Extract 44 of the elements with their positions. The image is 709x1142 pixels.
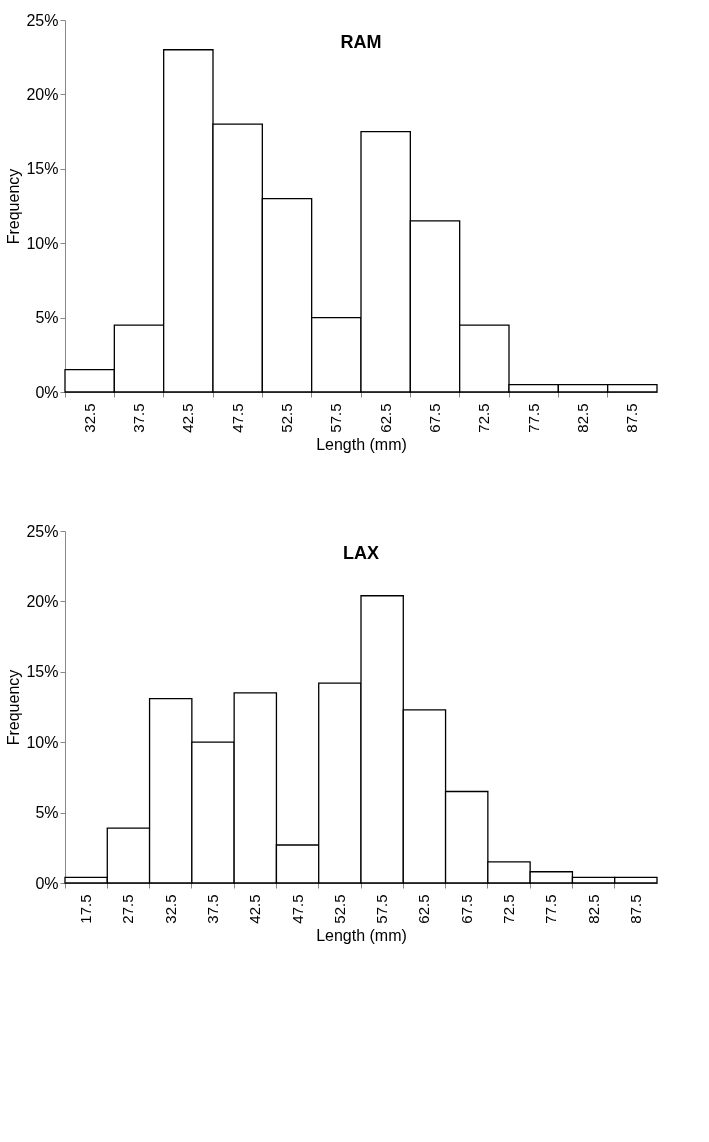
y-tick-label: 25% — [26, 11, 59, 29]
x-tick-label: 17.5 — [77, 894, 95, 924]
x-axis-title: Length (mm) — [316, 435, 407, 453]
x-tick-label: 57.5 — [373, 894, 391, 924]
y-axis-title: Frequency — [5, 168, 23, 245]
x-tick-label: 27.5 — [119, 894, 137, 924]
text: RAM — [340, 32, 382, 52]
x-tick-label: 72.5 — [475, 403, 493, 433]
x-tick-label: 42.5 — [246, 894, 264, 924]
x-axis-title: Length (mm) — [316, 926, 407, 944]
y-tick-label: 15% — [26, 160, 59, 178]
x-tick-label: 42.5 — [179, 403, 197, 433]
y-tick-label: 10% — [26, 733, 59, 751]
x-tick-label: 47.5 — [228, 403, 246, 433]
x-tick-label: 77.5 — [542, 894, 560, 924]
x-tick-label: 62.5 — [415, 894, 433, 924]
x-tick-label: 32.5 — [161, 894, 179, 924]
x-tick-label: 87.5 — [626, 894, 644, 924]
y-tick-label: 15% — [26, 663, 59, 681]
x-tick-label: 87.5 — [623, 403, 641, 433]
y-tick-label: 20% — [26, 592, 59, 610]
x-tick-label: 72.5 — [500, 894, 517, 924]
y-tick-label: 25% — [26, 522, 59, 540]
x-tick-label: 67.5 — [457, 894, 475, 924]
x-tick-label: 52.5 — [278, 403, 295, 433]
x-tick-label: 82.5 — [584, 894, 602, 924]
x-tick-label: 47.5 — [288, 894, 306, 924]
x-tick-label: 37.5 — [204, 894, 221, 924]
x-tick-label: 77.5 — [524, 403, 542, 433]
y-tick-label: 5% — [35, 804, 59, 822]
x-tick-label: 62.5 — [376, 403, 394, 433]
y-tick-label: 10% — [26, 234, 59, 252]
y-tick-label: 0% — [35, 383, 59, 401]
x-tick-label: 32.5 — [80, 403, 98, 433]
text: LAX — [343, 543, 379, 563]
x-tick-label: 67.5 — [426, 403, 443, 433]
x-tick-label: 82.5 — [574, 403, 591, 433]
x-tick-label: 37.5 — [130, 403, 147, 433]
y-tick-label: 20% — [26, 85, 59, 103]
x-tick-label: 57.5 — [327, 403, 345, 433]
x-tick-label: 52.5 — [330, 894, 348, 924]
y-tick-label: 5% — [35, 309, 59, 327]
y-axis-title: Frequency — [5, 669, 23, 746]
y-tick-label: 0% — [35, 874, 59, 892]
